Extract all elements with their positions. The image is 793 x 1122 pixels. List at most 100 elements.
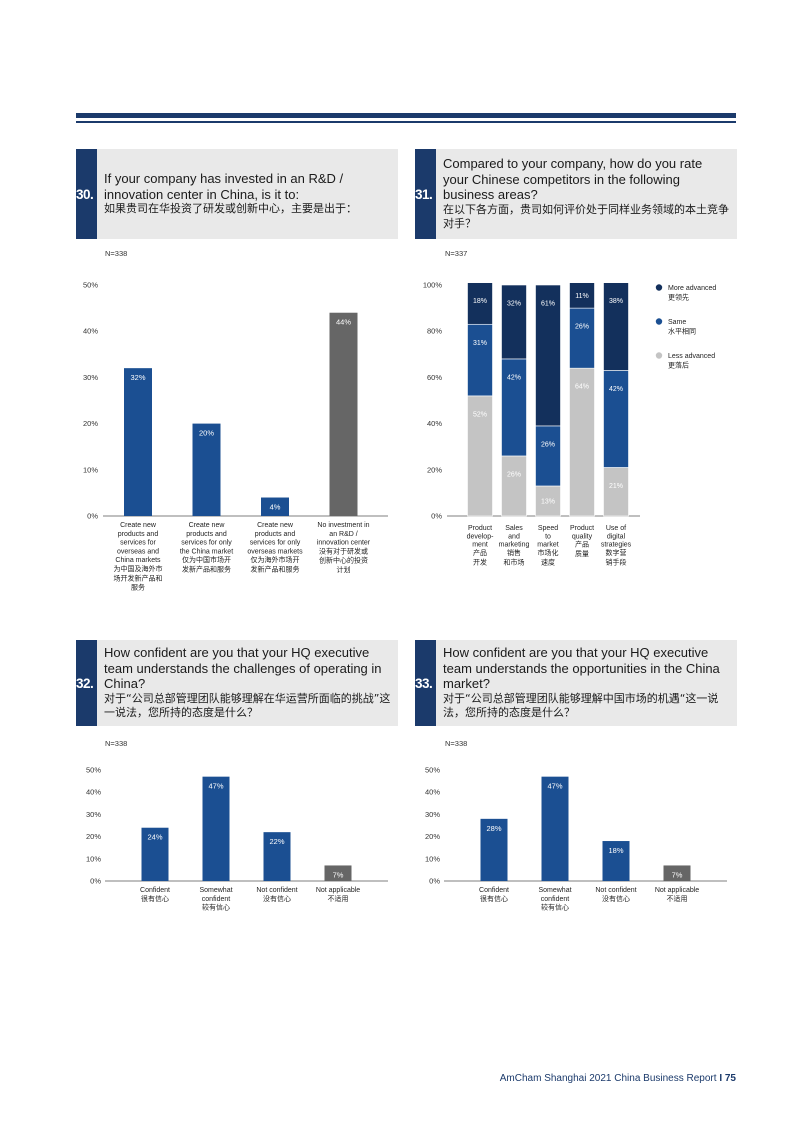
y-tick-label: 40% (427, 419, 442, 428)
category-label: Product (468, 525, 492, 532)
question-number: 32. (76, 676, 94, 691)
category-label-zh: 产品 (575, 540, 589, 549)
category-label: Somewhat (199, 887, 232, 894)
category-label: services for (120, 540, 156, 547)
question-title-zh: 对于“公司总部管理团队能够理解中国市场的机遇“这一说法，您所持的态度是什么？ (443, 691, 719, 720)
stacked-segment (535, 485, 561, 517)
y-tick-label: 40% (83, 327, 98, 336)
category-label-zh: 和市场 (504, 557, 525, 566)
category-label: confident (541, 896, 569, 903)
stacked-segment (569, 367, 595, 517)
category-label: overseas markets (247, 548, 303, 555)
y-tick-label: 40% (425, 788, 440, 797)
category-label: Sales (505, 525, 523, 532)
category-label: Confident (479, 887, 509, 894)
legend-label: More advanced (668, 285, 716, 292)
question-number-bar (415, 640, 436, 726)
category-label: services for only (250, 540, 301, 547)
category-label: Not confident (256, 887, 297, 894)
category-label: strategies (601, 542, 632, 549)
segment-value-label: 13% (541, 498, 555, 505)
category-label-zh: 发新产品和服务 (182, 565, 231, 574)
category-label: Speed (538, 525, 558, 532)
category-label-zh: 很有信心 (141, 894, 169, 903)
bar (202, 776, 230, 881)
stacked-segment (535, 284, 561, 427)
category-label-zh: 产品 (473, 548, 487, 557)
category-label: market (537, 542, 558, 549)
bar (329, 312, 358, 516)
bar-value-label: 24% (147, 833, 162, 842)
question-number: 31. (415, 187, 433, 202)
bar (663, 865, 691, 881)
question-number-bar (76, 640, 97, 726)
segment-value-label: 42% (507, 374, 521, 381)
category-label: Create new (257, 522, 294, 529)
category-label: Not confident (595, 887, 636, 894)
bar (480, 818, 508, 881)
category-label: Somewhat (538, 887, 571, 894)
header-rule-thin (76, 121, 736, 123)
stacked-segment (603, 282, 629, 371)
bar (541, 776, 569, 881)
y-tick-label: 20% (83, 419, 98, 428)
question-number-bar (76, 149, 97, 239)
stacked-segment (569, 282, 595, 309)
page-footer: AmCham Shanghai 2021 China Business Repo… (500, 1073, 736, 1084)
y-tick-label: 20% (427, 465, 442, 474)
y-tick-label: 10% (425, 854, 440, 863)
category-label-zh: 市场化 (538, 548, 559, 557)
legend-label: Same (668, 319, 686, 326)
segment-value-label: 26% (575, 324, 589, 331)
legend-marker (655, 284, 663, 291)
stacked-segment (501, 455, 527, 517)
question-title-zh: 如果贵司在华投资了研发或创新中心，主要是出于： (104, 202, 357, 216)
stacked-segment (501, 284, 527, 360)
segment-value-label: 21% (609, 483, 623, 490)
y-tick-label: 30% (86, 810, 101, 819)
segment-value-label: 26% (507, 471, 521, 478)
y-tick-label: 30% (83, 373, 98, 382)
segment-value-label: 64% (575, 384, 589, 391)
bar-value-label: 44% (336, 318, 351, 327)
question-31-box: 31. Compared to your company, how do you… (415, 149, 737, 239)
chart-q30: 50% 40% 30% 20% 10% 0% 32% Create new products a… (83, 281, 388, 592)
question-number-bar (415, 149, 436, 239)
question-text: How confident are you that your HQ execu… (443, 645, 731, 721)
category-label: Use of (606, 525, 626, 532)
report-name: AmCham Shanghai 2021 China Business Repo… (499, 1073, 717, 1084)
y-tick-label: 10% (83, 465, 98, 474)
category-label-zh: 没有信心 (263, 894, 291, 903)
question-30-box: 30. If your company has invested in an R… (76, 149, 398, 239)
y-tick-label: 0% (87, 512, 98, 521)
question-title-zh: 对于“公司总部管理团队能够理解在华运营所面临的挑战”这一说法，您所持的态度是什么… (104, 691, 391, 720)
bar-value-label: 47% (547, 782, 562, 791)
category-label-zh: 仅为中国市场开 (182, 555, 231, 564)
stacked-segment (535, 425, 561, 487)
footer-separator: I (719, 1073, 723, 1084)
question-text: If your company has invested in an R&D /… (104, 171, 392, 217)
question-title-en: How confident are you that your HQ execu… (443, 645, 720, 692)
category-label: products and (186, 531, 227, 538)
y-tick-label: 80% (427, 327, 442, 336)
legend-label: Less advanced (668, 353, 715, 360)
y-tick-label: 30% (425, 810, 440, 819)
y-tick-label: 10% (86, 854, 101, 863)
question-text: How confident are you that your HQ execu… (104, 645, 392, 721)
chart-q31: 100%80%60%40%20%0%52%31%18%Productdevelo… (423, 281, 717, 567)
category-label: Confident (140, 887, 170, 894)
bar-value-label: 47% (208, 782, 223, 791)
y-tick-label: 20% (86, 832, 101, 841)
segment-value-label: 42% (609, 386, 623, 393)
segment-value-label: 31% (473, 340, 487, 347)
question-33-box: 33. How confident are you that your HQ e… (415, 640, 737, 726)
y-tick-label: 20% (425, 832, 440, 841)
y-tick-label: 50% (83, 281, 98, 290)
bar-value-label: 32% (130, 373, 145, 382)
category-label: No investment in (317, 522, 369, 529)
y-tick-label: 60% (427, 373, 442, 382)
question-number: 30. (76, 187, 94, 202)
category-label-zh: 场开发新产品和 (114, 573, 163, 582)
y-tick-label: 50% (86, 766, 101, 775)
category-label-zh: 开发 (473, 557, 487, 566)
